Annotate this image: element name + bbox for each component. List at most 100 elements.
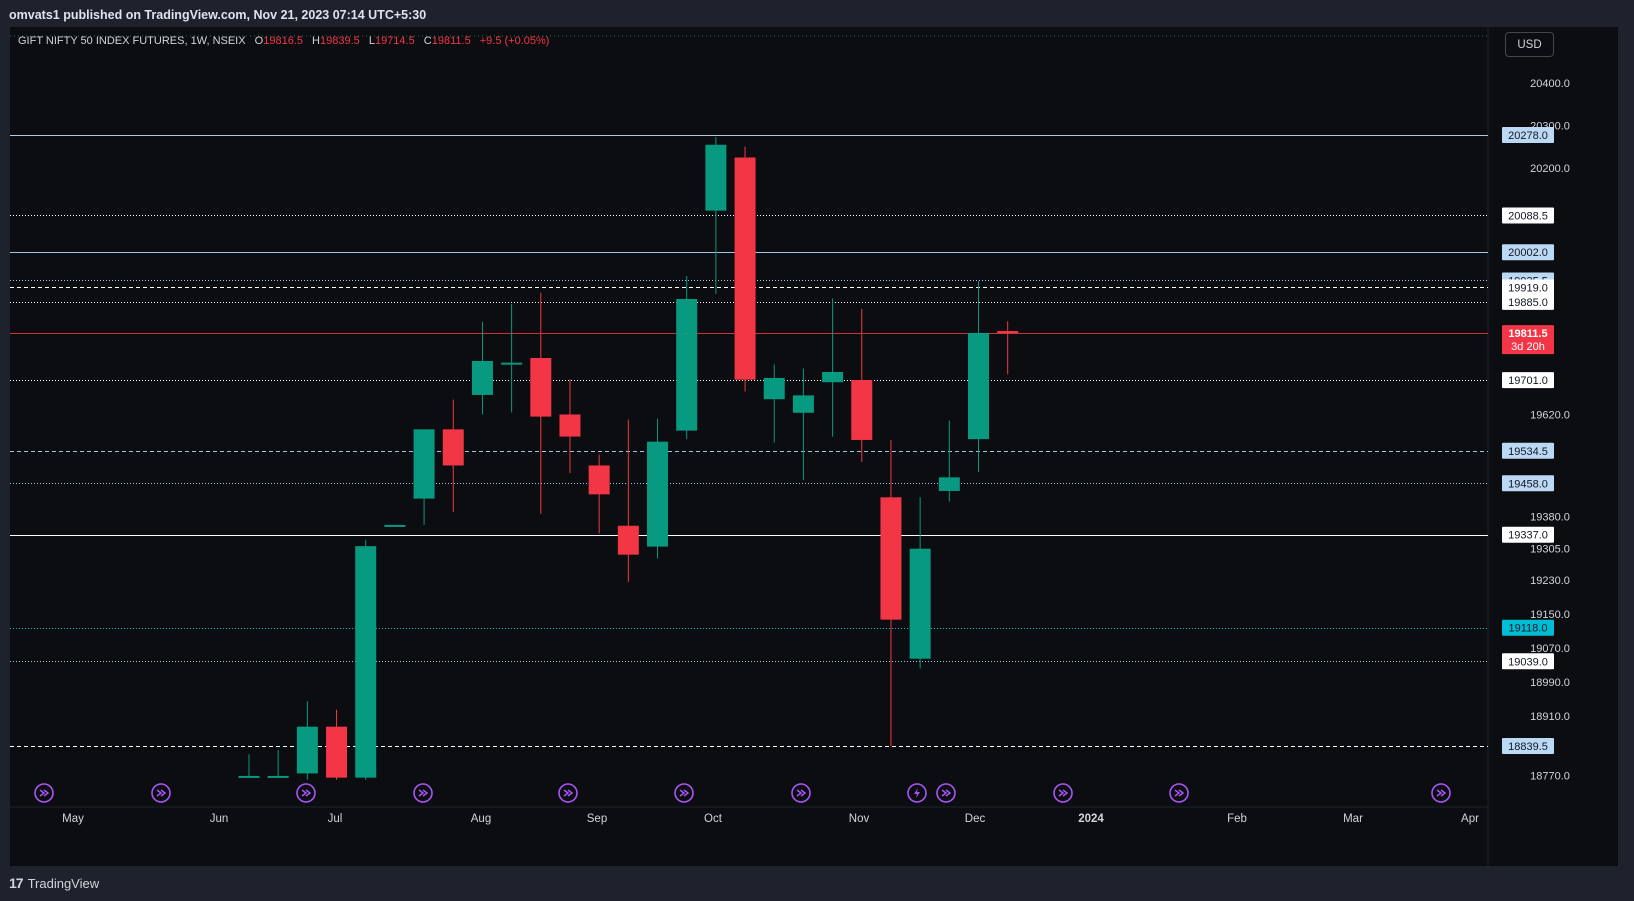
chevrons-icon-3: [418, 789, 429, 797]
candle-body-5: [384, 524, 406, 527]
time-label-7: Dec: [965, 813, 986, 825]
legend-low-label: L: [368, 35, 375, 47]
price-tag-19039.0: 19039.0: [1502, 653, 1554, 670]
chevrons-icon-0: [39, 789, 50, 797]
dividend-event-icon: [151, 783, 171, 803]
candle-body-6: [413, 429, 435, 499]
chevrons-icon-5: [679, 789, 690, 797]
price-tick-6: 19230.0: [1530, 575, 1570, 587]
price-tag-text-1: 20088.5: [1508, 210, 1548, 222]
price-tag-20002.0: 20002.0: [1502, 244, 1554, 261]
time-label-10: Mar: [1343, 813, 1363, 825]
price-tag-bg-13: [1502, 738, 1554, 754]
legend-symbol: GIFT NIFTY 50 INDEX FUTURES, 1W, NSEIX: [18, 35, 246, 47]
publish-header: omvats1 published on TradingView.com, No…: [0, 0, 1634, 28]
chart-frame[interactable]: 20400.0 20300.0 20200.0 19620.0 19380.0 19305…: [10, 27, 1618, 866]
price-tag-bg-0: [1502, 127, 1554, 143]
last-price-tag-bg: [1502, 325, 1554, 355]
price-tag-bg-5: [1502, 293, 1554, 310]
price-tag-bg-2: [1502, 244, 1554, 261]
candle-body-9: [501, 362, 523, 365]
price-tags: 20278.020088.520002.019935.519919.019885…: [1502, 127, 1554, 754]
legend-close-value: 19811.5: [431, 35, 471, 47]
price-tag-19118.0: 19118.0: [1502, 619, 1554, 636]
price-tick-11: 18770.0: [1530, 771, 1570, 783]
chevrons-icon-2: [301, 789, 312, 797]
tradingview-logo-icon: 17: [9, 875, 24, 891]
price-tag-text-4: 19919.0: [1508, 282, 1548, 294]
last-price-countdown: 3d 20h: [1511, 341, 1545, 353]
candle-body-19: [792, 395, 814, 413]
price-axis-labels: 20400.020300.020200.019620.019380.019305…: [1530, 78, 1570, 782]
price-tick-4: 19380.0: [1530, 511, 1570, 523]
candle-body-2: [296, 726, 318, 774]
price-tag-18839.5: 18839.5: [1502, 738, 1554, 754]
time-label-11: Apr: [1461, 813, 1479, 825]
last-price-value: 19811.5: [1508, 328, 1547, 340]
candle-body-16: [705, 144, 727, 211]
candle-body-20: [822, 372, 844, 383]
candle-body-26: [997, 331, 1019, 334]
price-tick-8: 19070.0: [1530, 643, 1570, 655]
footer: 17 TradingView: [0, 866, 1634, 901]
candle-body-15: [676, 298, 698, 431]
dividend-event-icon: [674, 783, 694, 803]
candle-body-21: [851, 380, 873, 440]
price-tag-19885.0: 19885.0: [1502, 293, 1554, 310]
candle-body-11: [559, 414, 581, 437]
candle-body-4: [355, 546, 377, 778]
candle-body-22: [880, 497, 902, 620]
price-tag-19337.0: 19337.0: [1502, 526, 1554, 543]
chevrons-icon-8: [941, 789, 952, 797]
price-tag-20278.0: 20278.0: [1502, 127, 1554, 143]
chevrons-icon-11: [1436, 789, 1447, 797]
dividend-event-icon: [34, 783, 54, 803]
price-tick-7: 19150.0: [1530, 609, 1570, 621]
time-label-3: Aug: [471, 813, 491, 825]
price-tag-bg-12: [1502, 653, 1554, 670]
price-tick-2: 20200.0: [1530, 163, 1570, 175]
candle-body-25: [968, 332, 989, 440]
time-label-2: Jul: [328, 813, 343, 825]
time-label-4: Sep: [587, 813, 607, 825]
candle-body-24: [938, 477, 960, 491]
candle-body-13: [617, 525, 639, 555]
earnings-event-icon: [907, 783, 927, 803]
price-tick-3: 19620.0: [1530, 409, 1570, 421]
candle-body-12: [588, 465, 610, 495]
time-label-1: Jun: [210, 813, 229, 825]
dividend-event-icon: [558, 783, 578, 803]
price-tag-bg-9: [1502, 475, 1554, 492]
candle-body-18: [763, 377, 785, 400]
currency-button[interactable]: USD: [1505, 32, 1554, 57]
price-chart[interactable]: 20400.020300.020200.019620.019380.019305…: [10, 27, 1618, 866]
candle-body-17: [734, 157, 756, 380]
price-tick-5: 19305.0: [1530, 543, 1570, 555]
horizontal-levels: [10, 135, 1488, 747]
time-label-8: 2024: [1078, 813, 1104, 825]
candle-body-0: [238, 775, 260, 778]
bolt-icon-7: [914, 788, 920, 798]
legend-open-value: 19816.5: [263, 35, 303, 47]
price-tag-20088.5: 20088.5: [1502, 207, 1554, 224]
legend-high-value: 19839.5: [320, 35, 360, 47]
price-tag-bg-11: [1502, 619, 1554, 636]
legend-low-value: 19714.5: [374, 35, 415, 47]
price-tag-bg-10: [1502, 526, 1554, 543]
price-tag-text-2: 20002.0: [1508, 247, 1548, 259]
time-label-0: May: [62, 813, 84, 825]
dividend-event-icon: [1431, 783, 1451, 803]
price-tag-bg-4: [1502, 279, 1554, 296]
price-tag-19458.0: 19458.0: [1502, 475, 1554, 492]
price-tick-9: 18990.0: [1530, 677, 1570, 689]
candle-body-3: [326, 726, 348, 778]
legend-change: +9.5 (+0.05%): [479, 35, 550, 47]
price-tag-text-10: 19337.0: [1508, 530, 1548, 542]
tradingview-logo[interactable]: 17 TradingView: [9, 875, 99, 891]
price-tag-19701.0: 19701.0: [1502, 372, 1554, 389]
chevrons-icon-1: [156, 789, 167, 797]
price-tag-19919.0: 19919.0: [1502, 279, 1554, 296]
price-tag-text-8: 19534.5: [1508, 446, 1548, 458]
candle-body-23: [909, 548, 931, 659]
price-tag-text-9: 19458.0: [1508, 478, 1548, 490]
